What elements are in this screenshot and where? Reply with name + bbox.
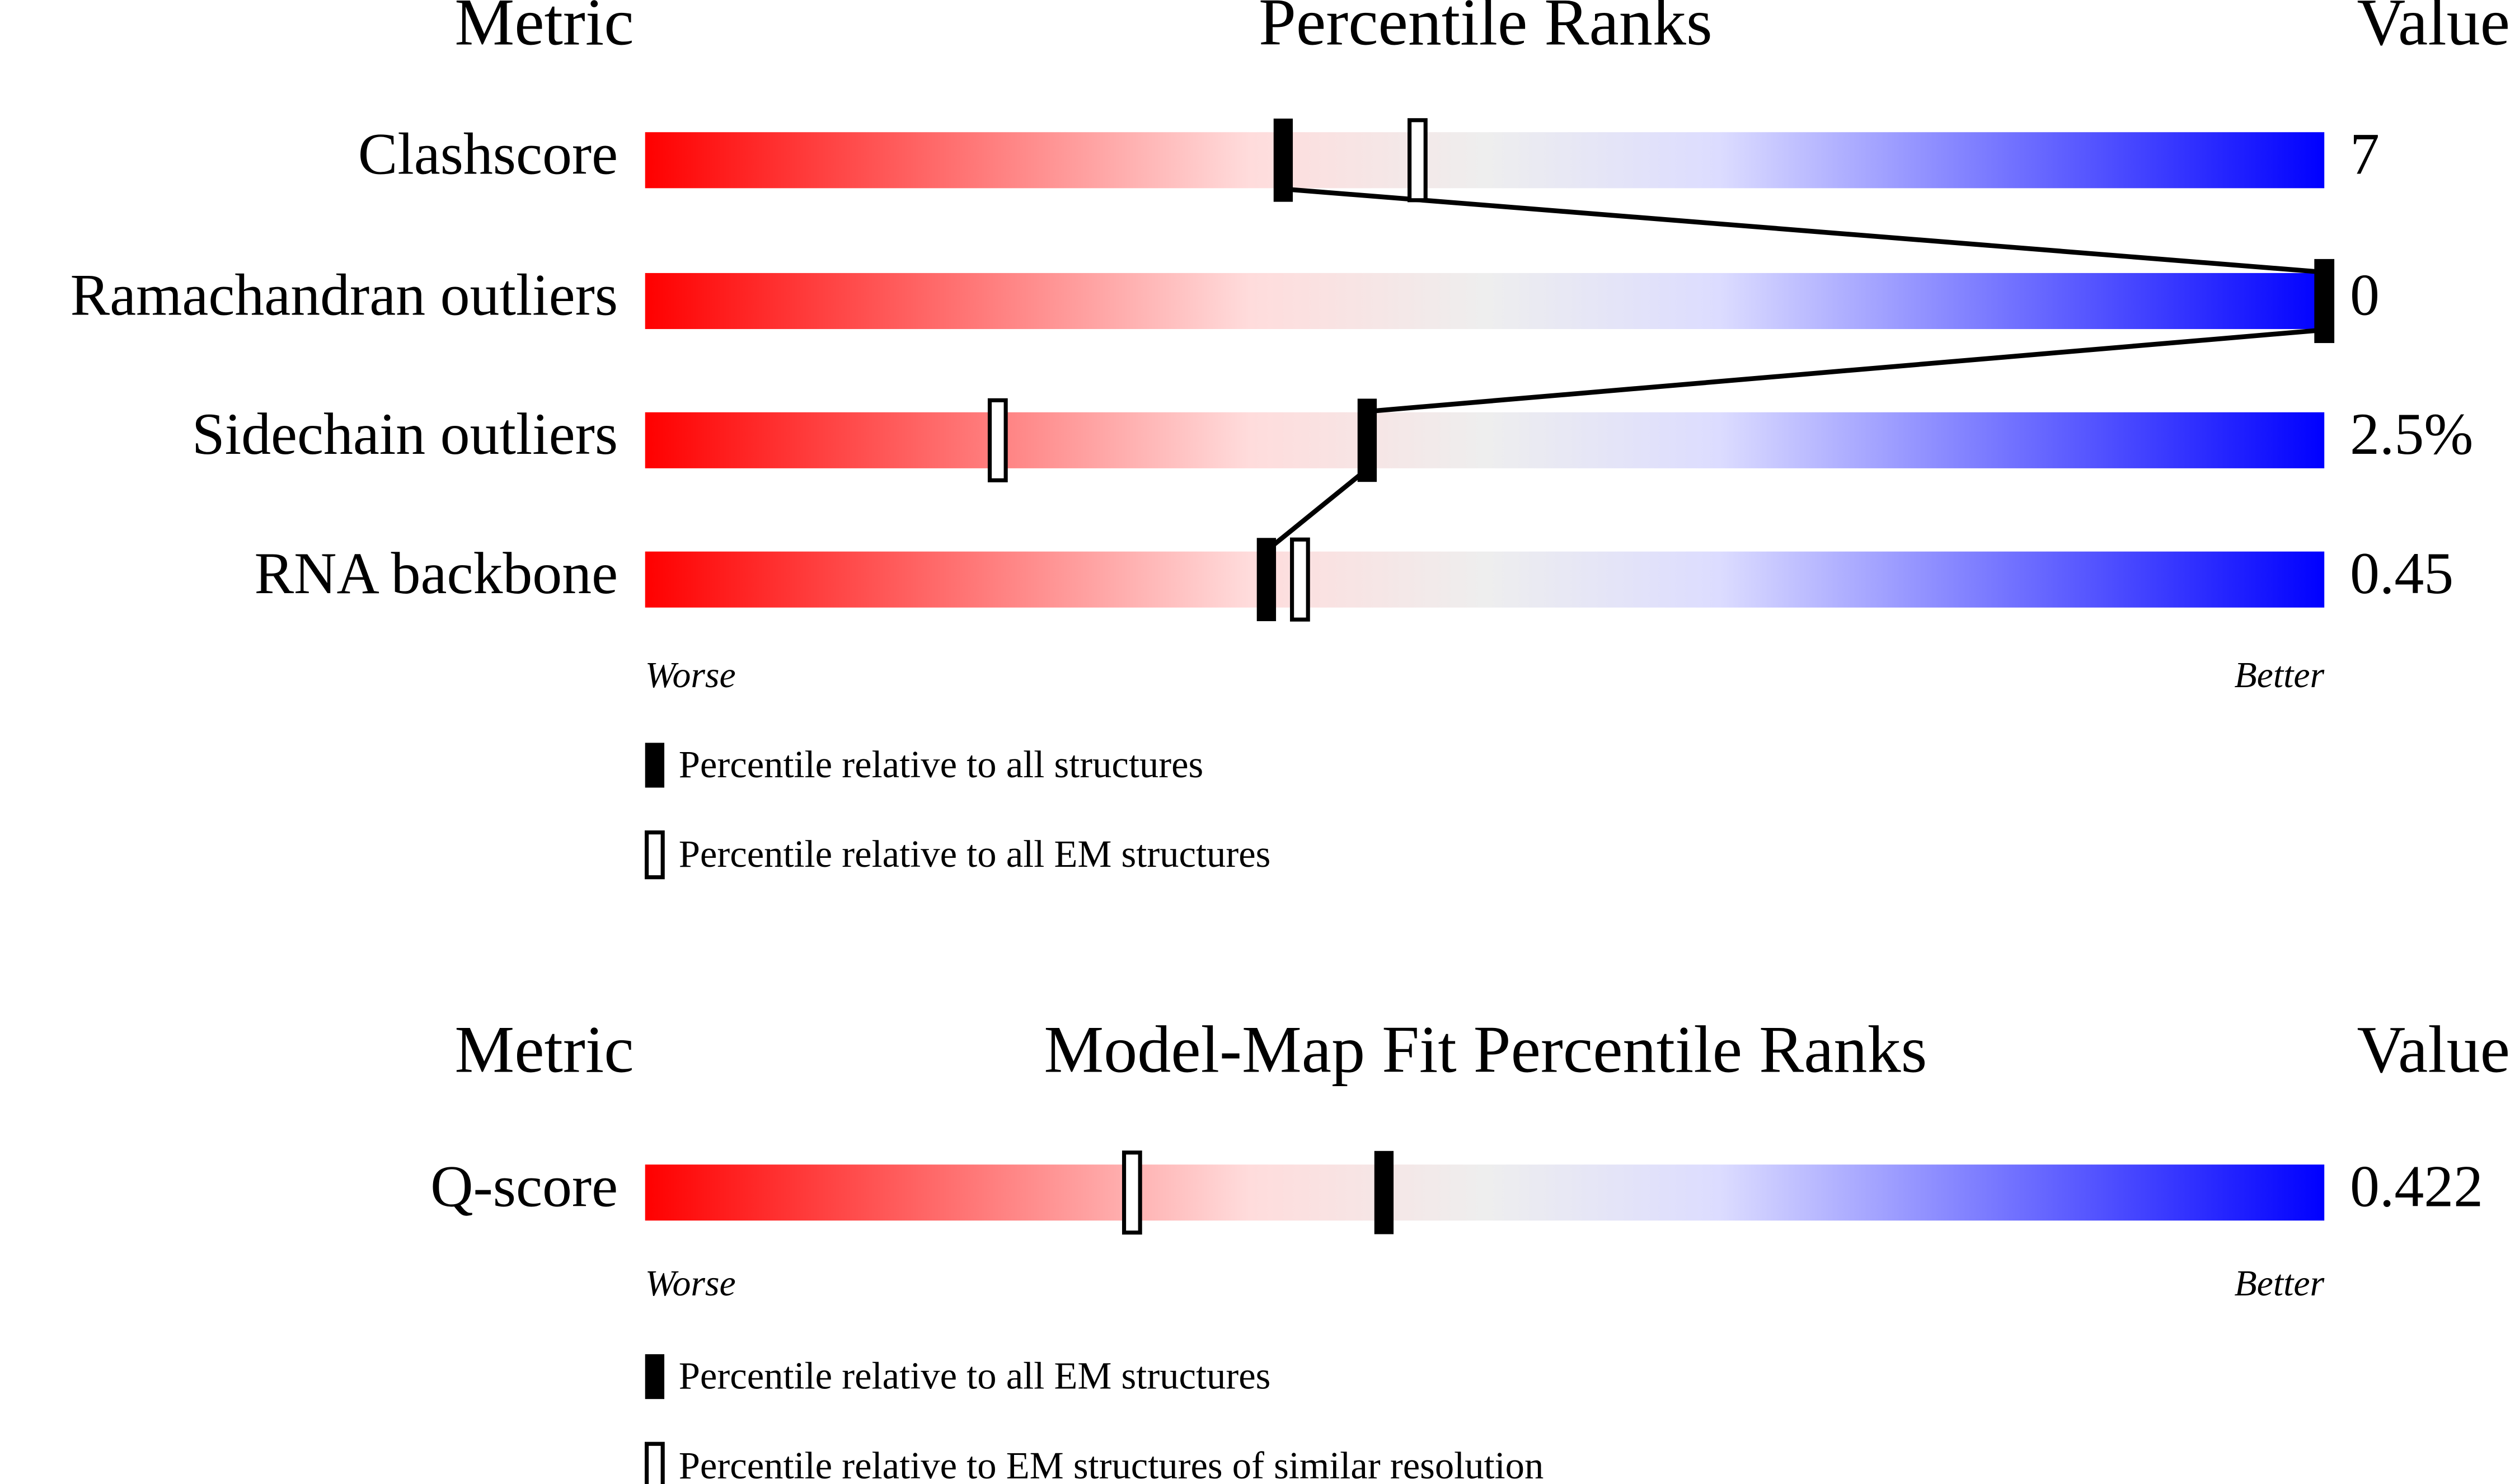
percentile-bar [645, 273, 2325, 330]
percentile-bar [645, 1164, 2325, 1221]
metric-value: 0.45 [2350, 541, 2453, 606]
metric-label: Q-score [430, 1153, 618, 1219]
percentile-bar [645, 551, 2325, 608]
chart-title: Percentile Ranks [1259, 0, 1713, 59]
marker-filled [1273, 118, 1293, 202]
percentile-bar [645, 132, 2325, 189]
marker-filled [1357, 398, 1377, 482]
connector [1283, 186, 2325, 275]
marker-filled [2315, 259, 2334, 343]
marker-filled [1374, 1150, 1394, 1234]
metric-value: 0 [2350, 262, 2380, 327]
worse-label: Worse [645, 655, 736, 696]
connector [1265, 467, 1369, 553]
marker-open [1408, 118, 1428, 203]
marker-open [1290, 537, 1310, 622]
metric-header: Metric [454, 1012, 634, 1087]
legend-label: Percentile relative to all EM structures [679, 1355, 1271, 1397]
better-label: Better [2234, 1263, 2324, 1304]
legend-label: Percentile relative to all EM structures [679, 833, 1271, 875]
worse-label: Worse [645, 1263, 736, 1304]
chart-title: Model-Map Fit Percentile Ranks [1044, 1012, 1927, 1087]
legend-label: Percentile relative to all structures [679, 743, 1204, 786]
metric-value: 0.422 [2350, 1153, 2483, 1219]
legend-label: Percentile relative to EM structures of … [679, 1444, 1544, 1484]
connector [1367, 327, 2325, 414]
marker-open [1122, 1150, 1142, 1235]
value-header: Value [2357, 1012, 2510, 1087]
value-header: Value [2357, 0, 2510, 59]
metric-label: Ramachandran outliers [71, 262, 618, 327]
better-label: Better [2234, 655, 2324, 696]
legend-swatch [644, 1441, 665, 1484]
metric-label: RNA backbone [255, 541, 618, 606]
metric-label: Clashscore [358, 121, 618, 187]
legend-swatch [645, 1354, 665, 1400]
legend-swatch [645, 743, 665, 788]
metric-value: 7 [2350, 121, 2380, 187]
metric-value: 2.5% [2350, 401, 2473, 467]
percentile-bar [645, 412, 2325, 468]
metric-label: Sidechain outliers [192, 401, 618, 467]
legend-swatch [644, 830, 665, 880]
marker-filled [1256, 538, 1277, 622]
metric-header: Metric [454, 0, 634, 59]
marker-open [987, 398, 1008, 482]
